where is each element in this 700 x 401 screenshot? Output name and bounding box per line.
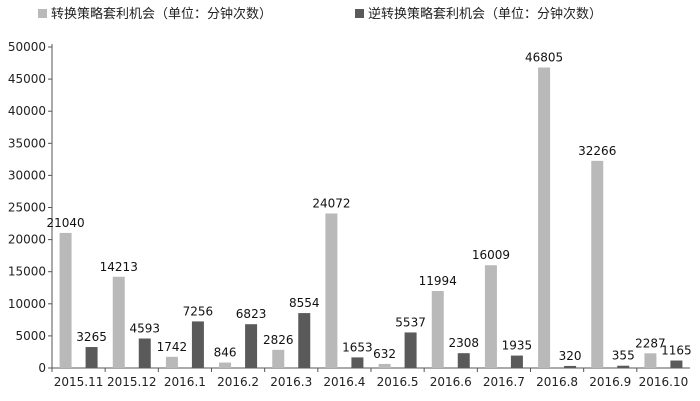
data-label: 320	[559, 349, 582, 363]
data-label: 11994	[419, 274, 457, 288]
bar-series-1	[378, 363, 391, 368]
bar-series-1	[325, 213, 338, 368]
data-label: 2308	[448, 336, 479, 350]
data-label: 46805	[525, 51, 563, 65]
y-tick-label: 25000	[8, 201, 46, 215]
data-label: 24072	[312, 196, 350, 210]
bar-series-2	[85, 347, 98, 368]
y-tick-label: 15000	[8, 265, 46, 279]
bar-series-1	[112, 276, 125, 368]
x-tick-label: 2016.9	[589, 375, 631, 389]
data-label: 14213	[100, 260, 138, 274]
x-axis: 2015.11 2015.12 2016.1 2016.2 2016.3 2016.4 20…	[51, 367, 690, 389]
data-label: 1742	[157, 340, 188, 354]
bar-series-2	[670, 360, 683, 368]
data-label: 21040	[46, 216, 84, 230]
data-label: 846	[214, 346, 237, 360]
bars	[59, 67, 683, 368]
data-label: 2287	[635, 336, 666, 350]
bar-series-1	[165, 356, 178, 368]
data-label: 2826	[263, 333, 294, 347]
data-label: 632	[373, 347, 396, 361]
data-label: 355	[612, 349, 635, 363]
x-tick-label: 2016.8	[536, 375, 578, 389]
y-tick-label: 20000	[8, 233, 46, 247]
data-label: 32266	[578, 144, 616, 158]
data-label: 7256	[183, 304, 214, 318]
data-label: 4593	[129, 322, 160, 336]
x-tick-label: 2015.11	[54, 375, 104, 389]
x-tick-label: 2016.10	[639, 375, 689, 389]
x-tick-label: 2016.5	[377, 375, 419, 389]
x-tick-label: 2016.7	[483, 375, 525, 389]
bar-series-1	[219, 362, 232, 368]
legend-label-series-1: 转换策略套利机会（单位：分钟次数）	[51, 6, 272, 22]
data-labels: 21040 14213 1742 846 2826 24072 632 11994 16009 4…	[46, 51, 691, 363]
legend: 转换策略套利机会（单位：分钟次数） 逆转换策略套利机会（单位：分钟次数）	[38, 6, 602, 22]
bar-series-1	[591, 160, 604, 368]
y-tick-label: 40000	[8, 104, 46, 118]
bar-series-2	[510, 355, 523, 368]
y-tick-label: 0	[38, 361, 46, 375]
y-tick-label: 45000	[8, 72, 46, 86]
data-label: 3265	[76, 330, 107, 344]
data-label: 6823	[236, 307, 267, 321]
y-tick-label: 5000	[15, 329, 46, 343]
legend-swatch-series-2	[355, 9, 364, 18]
bar-series-2	[617, 365, 630, 368]
data-label: 16009	[472, 248, 510, 262]
bar-series-1	[644, 353, 657, 368]
bar-series-2	[191, 321, 204, 368]
y-axis: 0 5000 10000 15000 20000 25000 30000 35000 40000…	[8, 40, 53, 375]
y-tick-label: 10000	[8, 297, 46, 311]
bar-series-1	[59, 232, 72, 368]
x-tick-label: 2016.1	[164, 375, 206, 389]
bar-series-2	[351, 357, 364, 368]
data-label: 1935	[502, 339, 533, 353]
bar-series-2	[245, 324, 258, 368]
legend-label-series-2: 逆转换策略套利机会（单位：分钟次数）	[368, 6, 602, 22]
x-tick-label: 2016.3	[270, 375, 312, 389]
bar-series-1	[484, 265, 497, 368]
bar-series-2	[138, 338, 151, 368]
x-tick-label: 2016.2	[217, 375, 259, 389]
data-label: 5537	[395, 315, 426, 329]
y-tick-label: 35000	[8, 136, 46, 150]
bar-series-2	[298, 313, 311, 368]
bar-series-1	[538, 67, 551, 368]
legend-swatch-series-1	[38, 9, 47, 18]
y-tick-label: 30000	[8, 168, 46, 182]
data-label: 1165	[661, 344, 692, 358]
y-tick-label: 50000	[8, 40, 46, 54]
data-label: 8554	[289, 296, 320, 310]
data-label: 1653	[342, 340, 373, 354]
x-tick-label: 2015.12	[107, 375, 157, 389]
bar-series-2	[404, 332, 417, 368]
bar-series-2	[457, 353, 470, 368]
x-tick-label: 2016.4	[323, 375, 365, 389]
x-tick-label: 2016.6	[430, 375, 472, 389]
bar-series-1	[431, 290, 444, 368]
bar-series-2	[564, 365, 577, 368]
bar-series-1	[272, 349, 285, 368]
